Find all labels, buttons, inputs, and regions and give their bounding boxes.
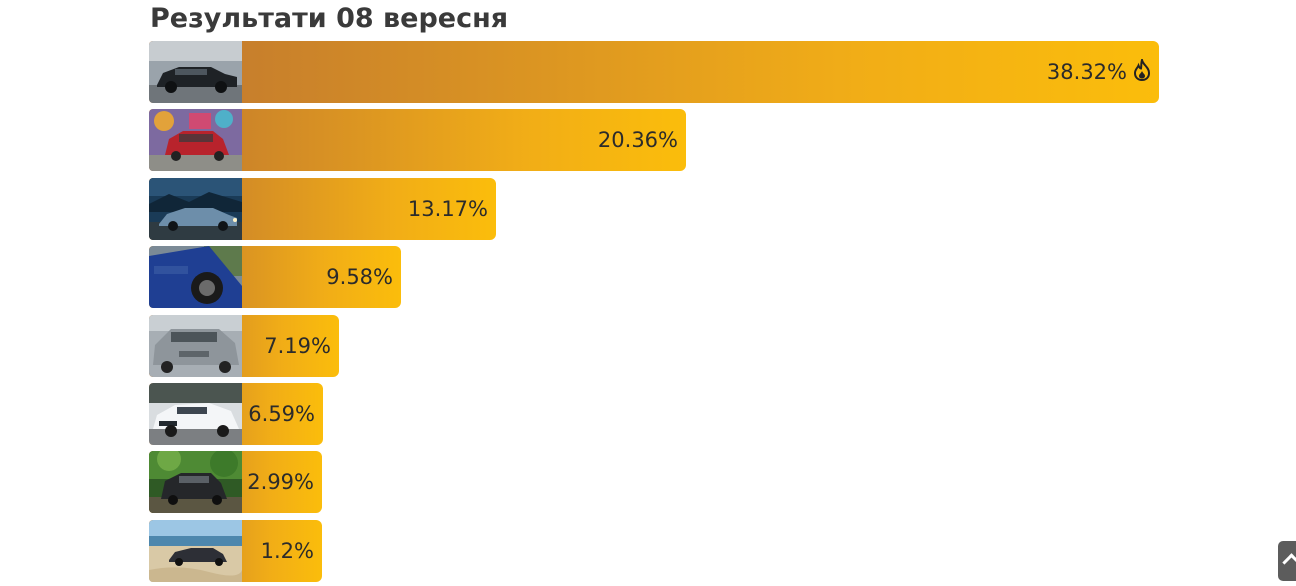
bar-value-text: 13.17% [407, 197, 488, 221]
car-thumbnail [149, 315, 242, 377]
bar-value-label: 13.17% [408, 178, 488, 240]
bar-value-label: 6.59% [248, 383, 315, 445]
bar-2: 20.36% [149, 109, 686, 171]
bar-value-label: 1.2% [261, 520, 314, 582]
bar-value-label: 20.36% [598, 109, 678, 171]
bar-value-text: 38.32% [1046, 60, 1127, 84]
chevron-up-icon [1282, 553, 1296, 572]
car-thumbnail [149, 520, 242, 582]
bar-value-label: 7.19% [264, 315, 331, 377]
bar-value-text: 9.58% [326, 265, 393, 289]
car-thumbnail [149, 178, 242, 240]
chart-title: Результати 08 вересня [150, 3, 509, 34]
bar-7: 2.99% [149, 451, 322, 513]
scroll-to-top-button[interactable] [1278, 541, 1296, 581]
bar-value-label: 9.58% [326, 246, 393, 308]
bar-value-text: 6.59% [248, 402, 315, 426]
car-thumbnail [149, 109, 242, 171]
car-thumbnail [149, 383, 242, 445]
bar-value-text: 7.19% [264, 334, 331, 358]
car-thumbnail [149, 451, 242, 513]
bar-value-text: 1.2% [260, 539, 314, 563]
bar-1: 38.32% [149, 41, 1159, 103]
bar-value-label: 38.32% [1047, 41, 1151, 103]
bar-8: 1.2% [149, 520, 322, 582]
bar-value-text: 20.36% [597, 128, 678, 152]
bar-5: 7.19% [149, 315, 339, 377]
bar-6: 6.59% [149, 383, 323, 445]
bar-chart: 38.32% 20.36% 13.17% 9.58% 7.19% 6.59% 2.99% 1.… [149, 41, 1249, 586]
bar-value-text: 2.99% [247, 470, 314, 494]
bar-4: 9.58% [149, 246, 401, 308]
bar-3: 13.17% [149, 178, 496, 240]
car-thumbnail [149, 41, 242, 103]
fire-icon [1133, 59, 1151, 81]
bar-value-label: 2.99% [247, 451, 314, 513]
car-thumbnail [149, 246, 242, 308]
